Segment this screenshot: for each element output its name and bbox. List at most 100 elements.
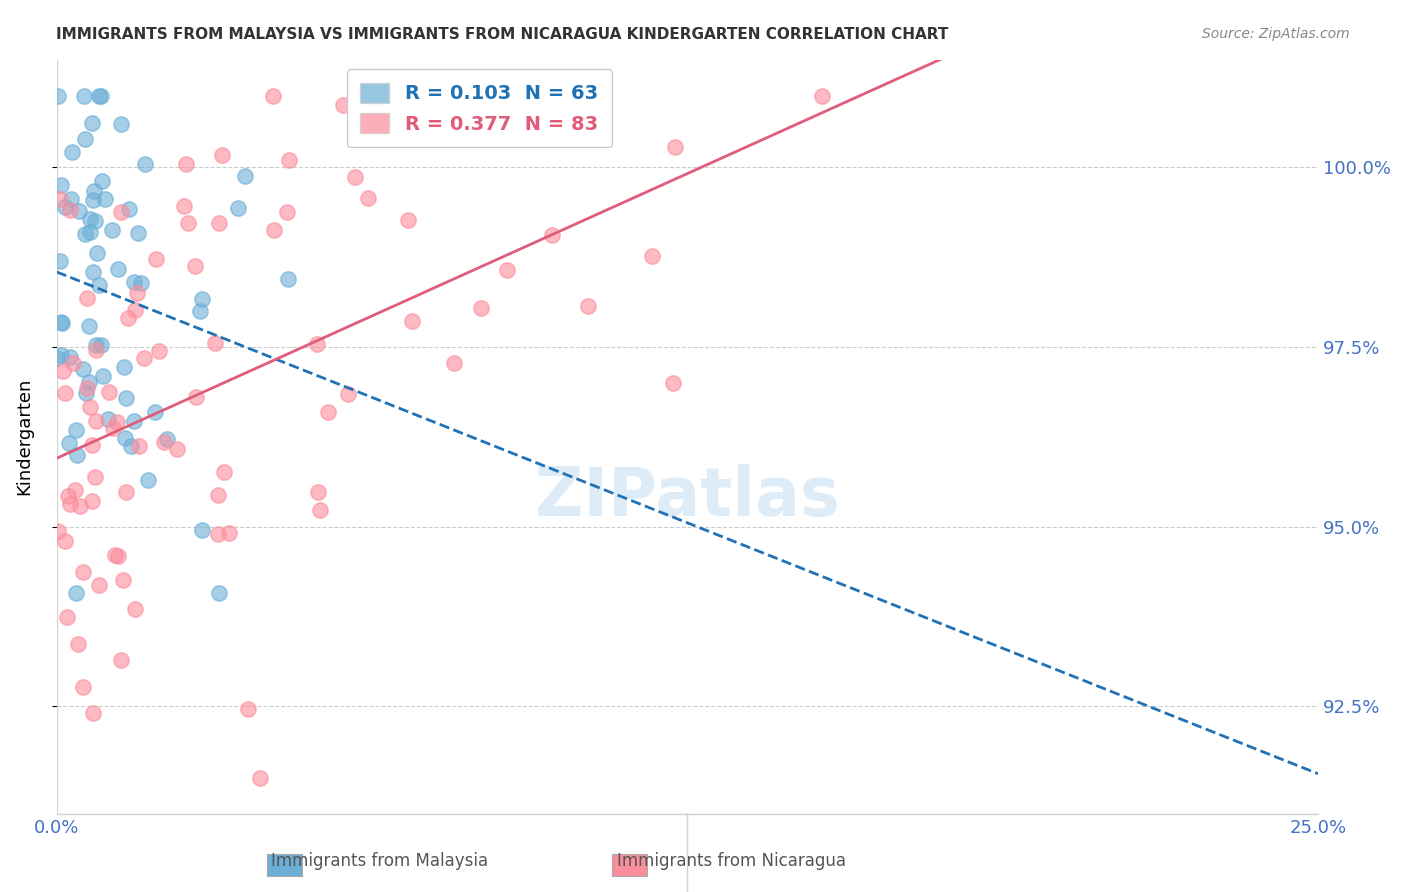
Point: [208, 216, 231, 230]
Point: [46, 524, 69, 538]
Point: [56, 610, 79, 624]
Point: [111, 573, 134, 587]
Point: [143, 405, 166, 419]
Point: [218, 525, 240, 540]
Point: [664, 140, 686, 154]
Point: [307, 484, 329, 499]
Point: [82, 265, 104, 279]
Point: [80, 116, 103, 130]
Point: [59, 350, 82, 364]
Point: [52, 364, 75, 378]
Point: [87, 88, 110, 103]
Point: [191, 523, 214, 537]
Text: Source: ZipAtlas.com: Source: ZipAtlas.com: [1202, 27, 1350, 41]
Point: [62, 145, 84, 159]
Point: [73, 88, 96, 103]
Point: [127, 286, 149, 301]
Point: [204, 336, 226, 351]
Point: [166, 442, 188, 457]
Point: [65, 423, 87, 437]
Point: [107, 415, 129, 429]
Point: [207, 527, 229, 541]
Point: [94, 192, 117, 206]
Point: [110, 204, 132, 219]
Point: [263, 223, 285, 237]
Point: [104, 548, 127, 562]
Point: [156, 432, 179, 446]
Point: [53, 200, 76, 214]
Point: [65, 586, 87, 600]
Point: [79, 212, 101, 227]
Point: [396, 213, 419, 227]
Point: [49, 348, 72, 362]
Point: [67, 204, 90, 219]
Point: [97, 411, 120, 425]
Point: [79, 400, 101, 414]
Point: [571, 121, 593, 136]
Point: [129, 276, 152, 290]
Point: [90, 174, 112, 188]
Point: [76, 291, 98, 305]
Point: [79, 225, 101, 239]
Point: [75, 385, 97, 400]
Point: [307, 337, 329, 351]
Point: [59, 202, 82, 217]
Point: [576, 300, 599, 314]
Point: [90, 337, 112, 351]
Point: [73, 132, 96, 146]
Point: [77, 319, 100, 334]
Point: [110, 117, 132, 131]
Point: [662, 376, 685, 390]
Point: [87, 578, 110, 592]
Point: [344, 169, 367, 184]
Point: [541, 228, 564, 243]
Point: [58, 489, 80, 503]
Point: [173, 199, 195, 213]
Point: [98, 385, 121, 400]
Point: [278, 153, 301, 168]
Point: [337, 387, 360, 401]
Point: [84, 338, 107, 352]
Point: [361, 88, 384, 103]
Point: [208, 586, 231, 600]
Point: [207, 488, 229, 502]
Point: [82, 706, 104, 720]
Point: [49, 192, 72, 206]
Point: [118, 202, 141, 216]
Point: [73, 227, 96, 241]
Text: ZIPatlas: ZIPatlas: [536, 464, 839, 530]
Point: [87, 277, 110, 292]
Point: [174, 157, 197, 171]
Point: [186, 390, 208, 404]
Point: [277, 271, 299, 285]
Point: [115, 391, 138, 405]
Point: [82, 193, 104, 207]
Point: [120, 439, 142, 453]
Point: [46, 351, 69, 366]
Point: [86, 246, 108, 260]
Point: [80, 494, 103, 508]
Point: [84, 470, 107, 484]
Point: [357, 191, 380, 205]
Point: [82, 438, 104, 452]
Point: [124, 275, 146, 289]
Point: [62, 356, 84, 370]
Point: [641, 249, 664, 263]
Point: [332, 98, 354, 112]
Point: [177, 216, 200, 230]
Point: [76, 381, 98, 395]
Point: [188, 304, 211, 318]
Point: [134, 157, 156, 171]
Point: [49, 315, 72, 329]
Point: [51, 178, 73, 193]
Point: [124, 602, 146, 616]
Point: [72, 565, 94, 579]
Point: [122, 414, 145, 428]
Point: [101, 421, 124, 435]
Point: [83, 214, 105, 228]
Point: [67, 637, 90, 651]
Point: [60, 192, 83, 206]
Point: [110, 652, 132, 666]
Point: [114, 431, 136, 445]
Text: Immigrants from Nicaragua: Immigrants from Nicaragua: [617, 852, 845, 870]
